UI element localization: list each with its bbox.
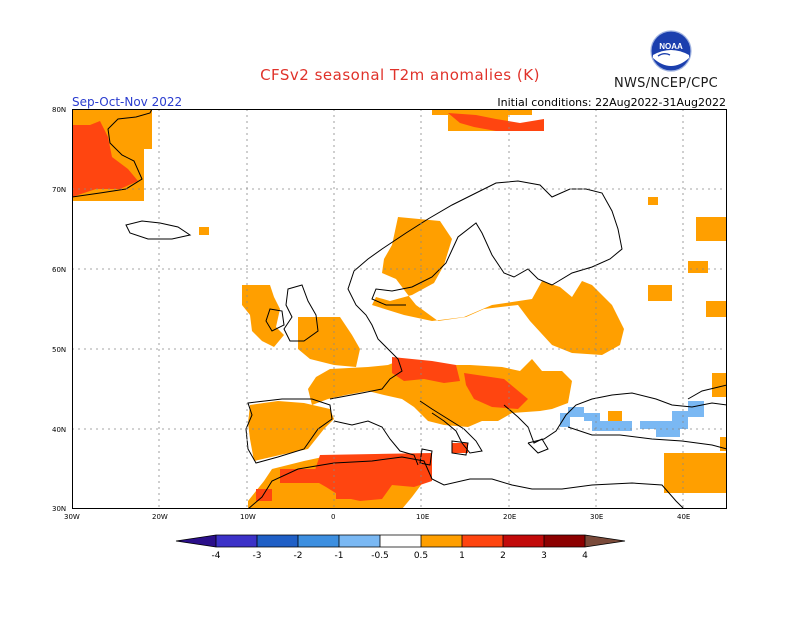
lon-label-30w: 30W: [64, 513, 80, 521]
anomaly-1-2-region: [72, 113, 544, 501]
colorbar-swatch-1to2: [462, 535, 503, 547]
colorbar-swatch-2to1: [298, 535, 339, 547]
colorbar-label: 1: [459, 551, 465, 561]
colorbar-label: -3: [253, 551, 262, 561]
colorbar-label: -1: [335, 551, 344, 561]
initial-conditions: Initial conditions: 22Aug2022-31Aug2022: [497, 96, 726, 109]
lat-label-30n-text: 30N: [52, 505, 67, 513]
colorbar-label: -0.5: [371, 551, 389, 561]
lat-label-50n-text: 50N: [52, 346, 67, 354]
colorbar-swatch-3to2: [257, 535, 298, 547]
lat-label-40n-text: 40N: [52, 426, 67, 434]
colorbar-swatch-1to05: [339, 535, 380, 547]
agency-label: NWS/NCEP/CPC: [614, 76, 719, 91]
noaa-logo: NOAA: [650, 30, 692, 72]
noaa-logo-text: NOAA: [659, 42, 683, 51]
colorbar: -4 -3 -2 -1 -0.5 0.5 1 2 3 4: [175, 534, 626, 561]
lat-label-70n-text: 70N: [52, 186, 67, 194]
lon-label-40e: 40E: [677, 513, 691, 521]
colorbar-swatch-05to1: [421, 535, 462, 547]
map-gridlines: [72, 109, 727, 509]
colorbar-swatch-gt4: [585, 535, 625, 547]
lat-label-60n-text: 60N: [52, 266, 67, 274]
anomaly-map: 80N 70N 60N 50N 40N 30N: [72, 109, 727, 509]
lon-label-20e: 20E: [503, 513, 517, 521]
lat-label-80n-text: 80N: [52, 106, 67, 114]
lon-label-0: 0: [331, 513, 336, 521]
colorbar-swatch-2to3: [503, 535, 544, 547]
map-title: CFSv2 seasonal T2m anomalies (K): [260, 66, 540, 84]
colorbar-label: -4: [212, 551, 221, 561]
colorbar-swatch-3to4: [544, 535, 585, 547]
colorbar-swatch-neutral: [380, 535, 421, 547]
colorbar-swatch-4to3: [216, 535, 257, 547]
lon-label-10e: 10E: [416, 513, 430, 521]
lon-label-30e: 30E: [590, 513, 604, 521]
colorbar-label: 0.5: [414, 551, 428, 561]
colorbar-label: -2: [294, 551, 303, 561]
colorbar-label: 2: [500, 551, 506, 561]
colorbar-swatch-lt-4: [176, 535, 216, 547]
lon-label-10w: 10W: [240, 513, 256, 521]
lon-label-20w: 20W: [152, 513, 168, 521]
colorbar-label: 3: [541, 551, 547, 561]
colorbar-label: 4: [582, 551, 588, 561]
forecast-period: Sep-Oct-Nov 2022: [72, 95, 183, 109]
